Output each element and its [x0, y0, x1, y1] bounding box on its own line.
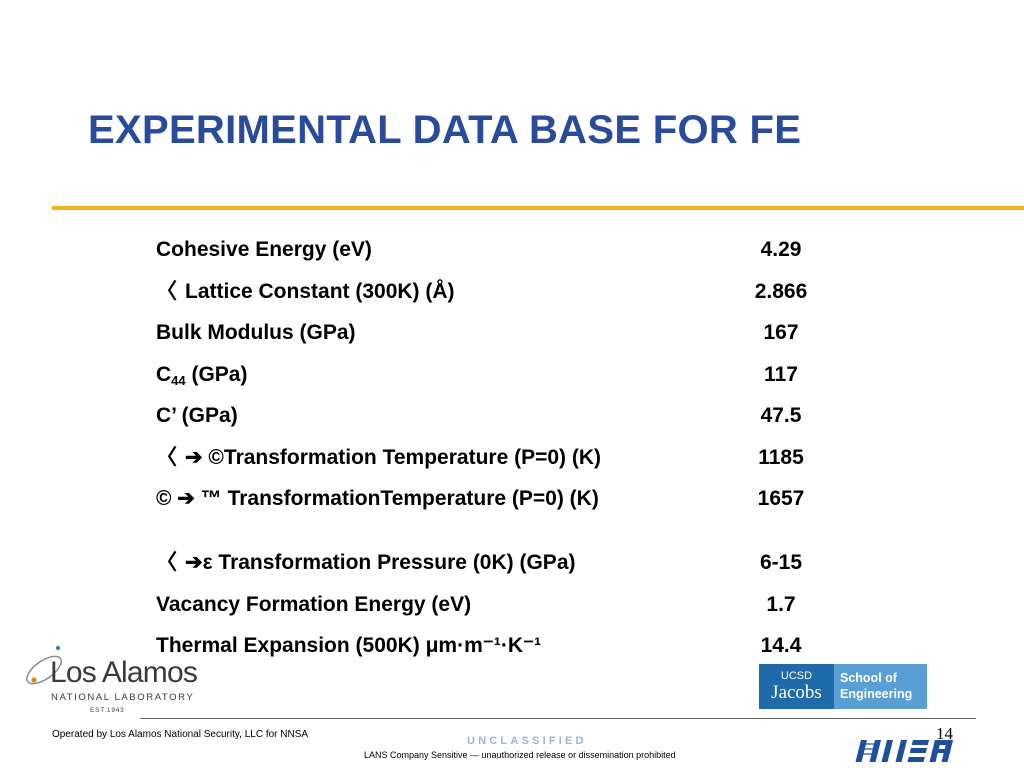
- lans-notice: LANS Company Sensitive — unauthorized re…: [364, 750, 676, 760]
- property-label: Cohesive Energy (eV): [156, 238, 372, 261]
- property-value: 1.7: [766, 592, 796, 616]
- property-value: 117: [764, 362, 798, 386]
- ucsd-jacobs-logo: UCSD Jacobs School of Engineering: [759, 664, 927, 709]
- property-label-group: 〈 ➔ ©Transformation Temperature (P=0) (K): [156, 444, 726, 472]
- property-label: ➔ ©Transformation Temperature (P=0) (K): [185, 445, 602, 469]
- operated-by-text: Operated by Los Alamos National Security…: [52, 729, 309, 740]
- property-row: 〈 ➔ε Transformation Pressure (0K) (GPa) 6…: [156, 549, 856, 591]
- los-alamos-logo: Los Alamos NATIONAL LABORATORY EST.1943: [22, 640, 198, 718]
- ucsd-text: UCSD: [780, 670, 813, 682]
- property-label-group: C44 (GPa): [156, 361, 726, 389]
- page-number: 14: [936, 724, 953, 743]
- property-row: C44 (GPa) 117: [156, 361, 856, 403]
- jacobs-text: Jacobs: [771, 682, 822, 703]
- school-line-2: Engineering: [840, 687, 913, 701]
- title-divider: [52, 206, 1024, 210]
- property-value: 14.4: [760, 634, 802, 657]
- property-value: 1185: [758, 445, 804, 469]
- property-value: 2.866: [754, 279, 808, 303]
- property-row: 〈 Lattice Constant (300K) (Å) 2.866: [156, 278, 856, 320]
- property-row: Bulk Modulus (GPa) 167: [156, 319, 856, 361]
- property-label-group: 〈 Lattice Constant (300K) (Å): [156, 278, 726, 306]
- property-label: ➔ε Transformation Pressure (0K) (GPa): [185, 551, 576, 574]
- property-row: © ➔ ™ TransformationTemperature (P=0) (K…: [156, 485, 856, 549]
- property-label: Vacancy Formation Energy (eV): [156, 592, 472, 616]
- property-label: C’ (GPa): [156, 404, 238, 427]
- property-row: C’ (GPa) 47.5: [156, 402, 856, 444]
- gamma-glyph: 〈: [156, 551, 177, 574]
- property-label-group: 〈 ➔ε Transformation Pressure (0K) (GPa): [156, 549, 726, 577]
- lanl-name: Los Alamos: [50, 656, 198, 689]
- property-label: C: [156, 362, 172, 386]
- property-label: © ➔ ™ TransformationTemperature (P=0) (K…: [156, 487, 599, 510]
- gamma-glyph: 〈: [156, 279, 177, 303]
- property-label: Lattice Constant (300K) (Å): [185, 279, 455, 303]
- ucsd-jacobs-mark: UCSD Jacobs: [759, 664, 834, 709]
- school-of-engineering: School of Engineering: [834, 664, 927, 709]
- property-label-unit: (GPa): [185, 362, 248, 386]
- property-subscript: 44: [171, 372, 186, 388]
- property-value: 167: [763, 321, 799, 344]
- school-line-1: School of: [840, 671, 897, 685]
- footer-divider: [140, 718, 976, 719]
- property-value: 47.5: [760, 404, 802, 427]
- nnsa-logo: [855, 740, 954, 762]
- property-row: Cohesive Energy (eV) 4.29: [156, 236, 856, 278]
- property-value: 1657: [757, 487, 805, 510]
- property-row: 〈 ➔ ©Transformation Temperature (P=0) (K)…: [156, 444, 856, 486]
- atom-orbit-icon: [26, 645, 62, 685]
- properties-table: Cohesive Energy (eV) 4.29 〈 Lattice Const…: [156, 236, 856, 674]
- slide-title: EXPERIMENTAL DATA BASE FOR FE: [88, 108, 802, 152]
- property-label: Bulk Modulus (GPa): [156, 321, 356, 344]
- property-row: Vacancy Formation Energy (eV) 1.7: [156, 591, 856, 633]
- property-label: Thermal Expansion (500K) μm·m⁻¹·K⁻¹: [156, 634, 542, 657]
- property-value: 4.29: [760, 238, 802, 261]
- lanl-subtitle: NATIONAL LABORATORY: [51, 692, 195, 703]
- property-value: 6-15: [759, 551, 803, 574]
- classification-label: UNCLASSIFIED: [467, 735, 587, 747]
- gamma-glyph: 〈: [156, 445, 177, 469]
- property-row: Thermal Expansion (500K) μm·m⁻¹·K⁻¹ 14.4: [156, 632, 856, 674]
- lanl-est: EST.1943: [90, 707, 125, 714]
